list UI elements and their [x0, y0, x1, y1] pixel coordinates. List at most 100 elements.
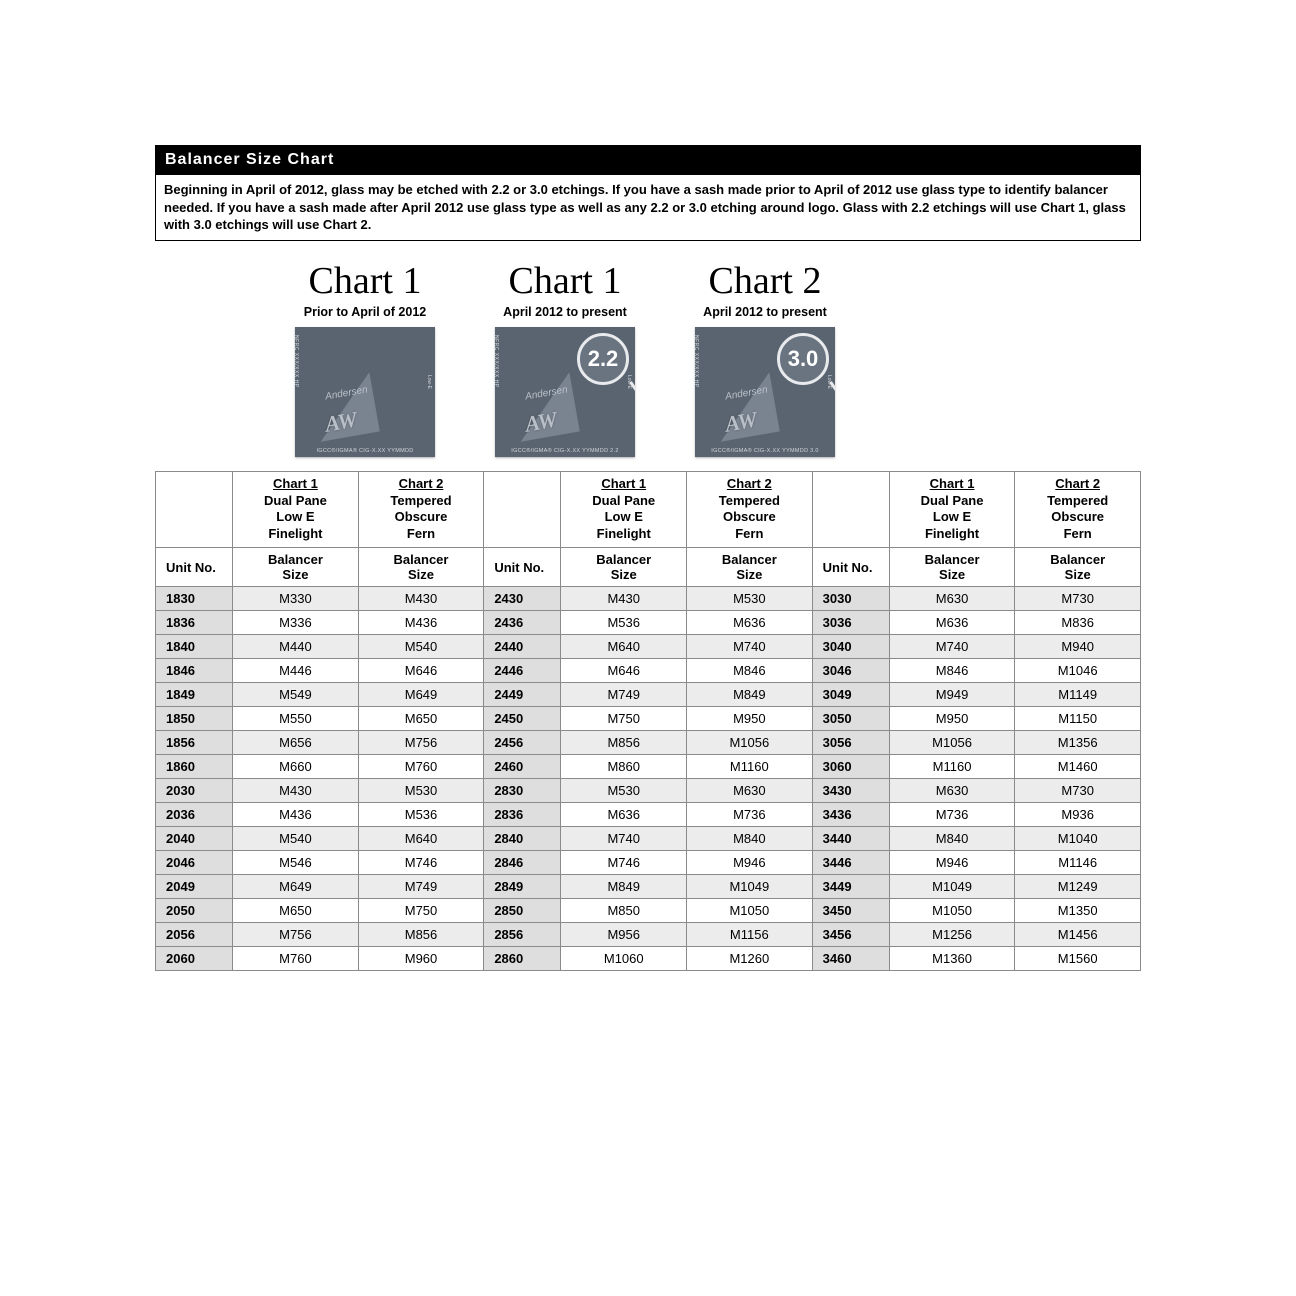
unit-cell: 3460 — [812, 947, 889, 971]
value-cell: M1056 — [889, 731, 1015, 755]
value-cell: M1460 — [1015, 755, 1141, 779]
nfrc-text: NFRC XXX/XXX HP — [695, 335, 699, 388]
hdr-line: Finelight — [239, 526, 352, 543]
unit-cell: 2440 — [484, 635, 561, 659]
hdr-chart1-label: Chart 1 — [239, 476, 352, 493]
unit-cell: 2849 — [484, 875, 561, 899]
value-cell: M656 — [233, 731, 359, 755]
unit-cell: 2036 — [156, 803, 233, 827]
value-cell: M750 — [561, 707, 687, 731]
header-unit: Unit No. — [484, 548, 561, 587]
value-cell: M946 — [687, 851, 813, 875]
header-blank — [156, 471, 233, 548]
value-cell: M549 — [233, 683, 359, 707]
hdr-line: Finelight — [567, 526, 680, 543]
unit-cell: 3456 — [812, 923, 889, 947]
value-cell: M636 — [687, 611, 813, 635]
value-cell: M1050 — [687, 899, 813, 923]
hdr-line: Dual Pane — [567, 493, 680, 510]
unit-cell: 2449 — [484, 683, 561, 707]
value-cell: M630 — [889, 779, 1015, 803]
value-cell: M856 — [358, 923, 484, 947]
header-balancer: BalancerSize — [1015, 548, 1141, 587]
value-cell: M740 — [561, 827, 687, 851]
table-row: 2046M546M7462846M746M9463446M946M1146 — [156, 851, 1141, 875]
value-cell: M436 — [358, 611, 484, 635]
unit-cell: 2030 — [156, 779, 233, 803]
value-cell: M950 — [889, 707, 1015, 731]
header-chart1-b: Chart 1 Dual Pane Low E Finelight — [561, 471, 687, 548]
table-row: 1856M656M7562456M856M10563056M1056M1356 — [156, 731, 1141, 755]
value-cell: M550 — [233, 707, 359, 731]
unit-cell: 2050 — [156, 899, 233, 923]
value-cell: M950 — [687, 707, 813, 731]
unit-cell: 3036 — [812, 611, 889, 635]
table-row: 1849M549M6492449M749M8493049M949M1149 — [156, 683, 1141, 707]
value-cell: M530 — [687, 587, 813, 611]
table-row: 1840M440M5402440M640M7403040M740M940 — [156, 635, 1141, 659]
unit-cell: 2436 — [484, 611, 561, 635]
aw-text: AW — [323, 406, 359, 437]
aw-text: AW — [723, 406, 759, 437]
unit-cell: 3430 — [812, 779, 889, 803]
value-cell: M536 — [358, 803, 484, 827]
value-cell: M736 — [687, 803, 813, 827]
unit-cell: 2046 — [156, 851, 233, 875]
value-cell: M849 — [561, 875, 687, 899]
value-cell: M649 — [233, 875, 359, 899]
table-row: 1860M660M7602460M860M11603060M1160M1460 — [156, 755, 1141, 779]
unit-cell: 3449 — [812, 875, 889, 899]
unit-cell: 2860 — [484, 947, 561, 971]
etching-logo: NFRC XXX/XXX HPLow-EAndersenAW3.0IGCC®/I… — [695, 327, 835, 457]
hdr-line: Obscure — [1021, 509, 1134, 526]
value-cell: M630 — [687, 779, 813, 803]
value-cell: M940 — [1015, 635, 1141, 659]
header-balancer: BalancerSize — [233, 548, 359, 587]
etching-title: Chart 2 — [695, 259, 835, 303]
value-cell: M1256 — [889, 923, 1015, 947]
value-cell: M636 — [889, 611, 1015, 635]
hdr-line: Dual Pane — [239, 493, 352, 510]
value-cell: M936 — [1015, 803, 1141, 827]
value-cell: M736 — [889, 803, 1015, 827]
value-cell: M330 — [233, 587, 359, 611]
header-balancer: BalancerSize — [358, 548, 484, 587]
header-chart2-b: Chart 2 Tempered Obscure Fern — [687, 471, 813, 548]
value-cell: M836 — [1015, 611, 1141, 635]
unit-cell: 3050 — [812, 707, 889, 731]
value-cell: M430 — [358, 587, 484, 611]
hdr-line: Fern — [1021, 526, 1134, 543]
value-cell: M730 — [1015, 587, 1141, 611]
magnifier-icon: 3.0 — [777, 333, 829, 385]
etching-logo: NFRC XXX/XXX HPLow-EAndersenAWIGCC®/IGMA… — [295, 327, 435, 457]
etching-code: IGCC®/IGMA® CIG-X.XX YYMMDD 2.2 — [495, 448, 635, 454]
value-cell: M946 — [889, 851, 1015, 875]
header-balancer: BalancerSize — [561, 548, 687, 587]
value-cell: M749 — [358, 875, 484, 899]
value-cell: M446 — [233, 659, 359, 683]
table-row: 2060M760M9602860M1060M12603460M1360M1560 — [156, 947, 1141, 971]
value-cell: M1249 — [1015, 875, 1141, 899]
value-cell: M1560 — [1015, 947, 1141, 971]
table-row: 2056M756M8562856M956M11563456M1256M1456 — [156, 923, 1141, 947]
unit-cell: 2840 — [484, 827, 561, 851]
unit-cell: 1850 — [156, 707, 233, 731]
value-cell: M1350 — [1015, 899, 1141, 923]
value-cell: M1060 — [561, 947, 687, 971]
unit-cell: 3060 — [812, 755, 889, 779]
table-row: 1830M330M4302430M430M5303030M630M730 — [156, 587, 1141, 611]
value-cell: M640 — [358, 827, 484, 851]
unit-cell: 2856 — [484, 923, 561, 947]
unit-cell: 3046 — [812, 659, 889, 683]
etching-subtitle: April 2012 to present — [495, 305, 635, 319]
etching-col: Chart 1Prior to April of 2012NFRC XXX/XX… — [295, 259, 435, 457]
etching-title: Chart 1 — [295, 259, 435, 303]
etching-code: IGCC®/IGMA® CIG-X.XX YYMMDD 3.0 — [695, 448, 835, 454]
value-cell: M856 — [561, 731, 687, 755]
unit-cell: 2450 — [484, 707, 561, 731]
unit-cell: 2040 — [156, 827, 233, 851]
hdr-line: Finelight — [896, 526, 1009, 543]
value-cell: M1050 — [889, 899, 1015, 923]
unit-cell: 3450 — [812, 899, 889, 923]
hdr-line: Fern — [693, 526, 806, 543]
